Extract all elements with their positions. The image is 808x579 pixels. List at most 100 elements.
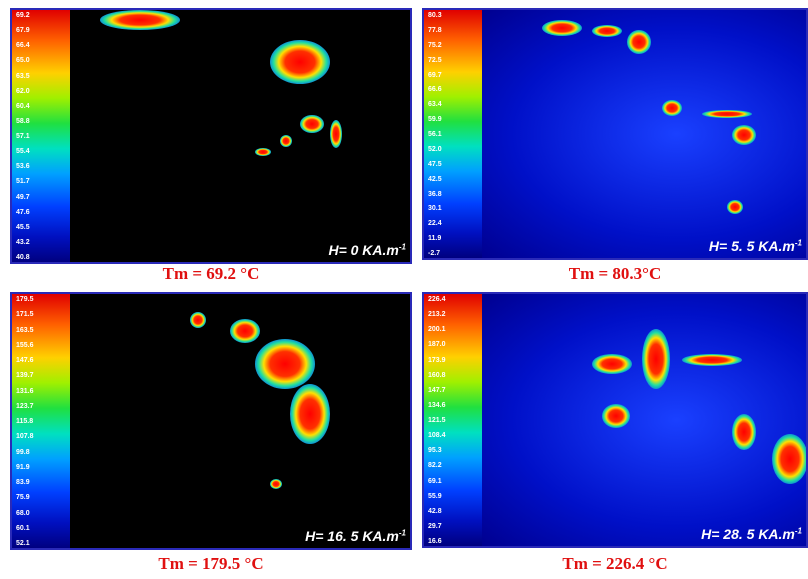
color-bar-label: 60.4 — [16, 103, 30, 111]
color-bar-label: 213.2 — [428, 311, 446, 319]
color-bar-label: 72.5 — [428, 57, 442, 65]
field-exponent: -1 — [399, 528, 406, 537]
color-bar-label: 66.6 — [428, 86, 442, 94]
field-text: H= 0 KA.m — [328, 242, 398, 258]
thermal-image — [482, 294, 806, 546]
color-bar-label: 75.2 — [428, 42, 442, 50]
field-label: H= 5. 5 KA.m-1 — [709, 238, 802, 254]
color-bar-label: 47.6 — [16, 209, 30, 217]
hot-spot — [727, 200, 743, 214]
hot-spot — [300, 115, 324, 133]
color-bar-label: 36.8 — [428, 191, 442, 199]
hot-spot — [702, 110, 752, 118]
color-bar-label: 83.9 — [16, 479, 30, 487]
color-bar-label: 67.9 — [16, 27, 30, 35]
color-bar-label: 55.4 — [16, 148, 30, 156]
hot-spot — [592, 25, 622, 37]
color-bar-label: 53.6 — [16, 163, 30, 171]
hot-spot — [542, 20, 582, 36]
color-bar-label: 75.9 — [16, 494, 30, 502]
field-label: H= 28. 5 KA.m-1 — [701, 526, 802, 542]
hot-spot — [255, 148, 271, 156]
color-bar-label: 80.3 — [428, 12, 442, 20]
field-exponent: -1 — [399, 242, 406, 251]
color-bar-label: 57.1 — [16, 133, 30, 141]
color-bar-label: 173.9 — [428, 357, 446, 365]
color-bar-label: 163.5 — [16, 327, 34, 335]
color-bar-label: 45.5 — [16, 224, 30, 232]
caption: Tm = 226.4 °C — [422, 554, 808, 574]
color-bar-label: 68.0 — [16, 510, 30, 518]
color-bar-label: 99.8 — [16, 449, 30, 457]
color-bar-label: 155.6 — [16, 342, 34, 350]
color-bar-label: 123.7 — [16, 403, 34, 411]
color-bar-label: -2.7 — [428, 250, 440, 258]
color-bar-label: 82.2 — [428, 462, 442, 470]
color-bar-label: 95.3 — [428, 447, 442, 455]
hot-spot — [230, 319, 260, 343]
hot-spot — [255, 339, 315, 389]
color-bar-label: 66.4 — [16, 42, 30, 50]
field-exponent: -1 — [795, 238, 802, 247]
field-label: H= 16. 5 KA.m-1 — [305, 528, 406, 544]
hot-spot — [270, 40, 330, 84]
color-bar-label: 134.6 — [428, 402, 446, 410]
field-label: H= 0 KA.m-1 — [328, 242, 406, 258]
color-bar-label: 69.2 — [16, 12, 30, 20]
color-bar-label: 147.7 — [428, 387, 446, 395]
color-bar-label: 51.7 — [16, 178, 30, 186]
caption: Tm = 69.2 °C — [10, 264, 412, 284]
hot-spot — [280, 135, 292, 147]
color-bar-label: 63.5 — [16, 73, 30, 81]
hot-spot — [627, 30, 651, 54]
hot-spot — [732, 125, 756, 145]
thermal-image — [482, 10, 806, 258]
color-bar-label: 56.1 — [428, 131, 442, 139]
hot-spot — [190, 312, 206, 328]
hot-spot — [662, 100, 682, 116]
color-bar-label: 69.7 — [428, 72, 442, 80]
field-text: H= 16. 5 KA.m — [305, 528, 399, 544]
color-bar-label: 55.9 — [428, 493, 442, 501]
color-bar-label: 200.1 — [428, 326, 446, 334]
color-bar-label: 22.4 — [428, 220, 442, 228]
color-bar-label: 42.5 — [428, 176, 442, 184]
caption: Tm = 80.3°C — [422, 264, 808, 284]
color-bar-label: 91.9 — [16, 464, 30, 472]
color-bar-label: 52.1 — [16, 540, 30, 548]
hot-spot — [772, 434, 808, 484]
color-bar-label: 160.8 — [428, 372, 446, 380]
hot-spot — [330, 120, 342, 148]
field-exponent: -1 — [795, 526, 802, 535]
color-bar-label: 108.4 — [428, 432, 446, 440]
color-bar-label: 121.5 — [428, 417, 446, 425]
color-bar-label: 49.7 — [16, 194, 30, 202]
field-text: H= 5. 5 KA.m — [709, 238, 795, 254]
caption: Tm = 179.5 °C — [10, 554, 412, 574]
thermal-image — [70, 294, 410, 548]
hot-spot — [100, 10, 180, 30]
color-bar-label: 62.0 — [16, 88, 30, 96]
color-bar-label: 59.9 — [428, 116, 442, 124]
color-bar-label: 52.0 — [428, 146, 442, 154]
hot-spot — [602, 404, 630, 428]
color-bar-label: 115.8 — [16, 418, 33, 426]
field-text: H= 28. 5 KA.m — [701, 526, 795, 542]
hot-spot — [592, 354, 632, 374]
color-bar-label: 131.6 — [16, 388, 34, 396]
color-bar-label: 43.2 — [16, 239, 30, 247]
color-bar-label: 60.1 — [16, 525, 30, 533]
color-bar-label: 16.6 — [428, 538, 442, 546]
hot-spot — [732, 414, 756, 450]
color-bar-label: 69.1 — [428, 478, 442, 486]
hot-spot — [682, 354, 742, 366]
hot-spot — [290, 384, 330, 444]
color-bar-label: 58.8 — [16, 118, 30, 126]
page: 69.267.966.465.063.562.060.458.857.155.4… — [0, 0, 808, 579]
